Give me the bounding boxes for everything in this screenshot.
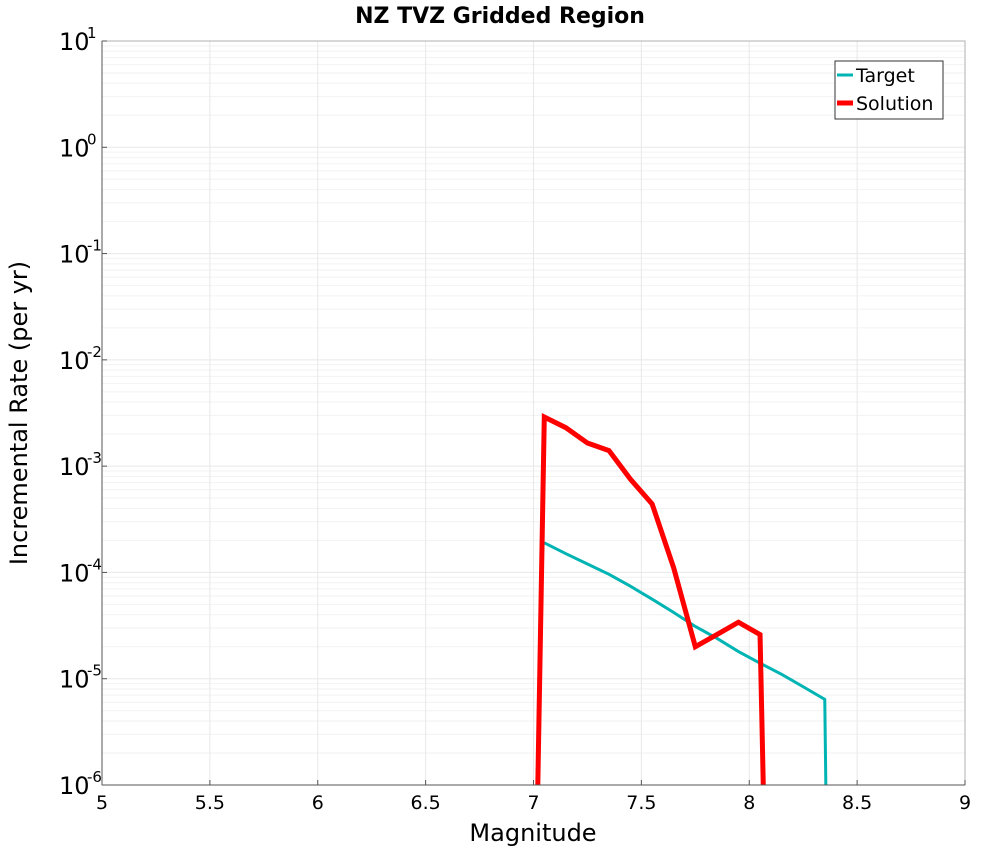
legend: Target Solution [834, 60, 944, 120]
y-tick-exponent: -2 [87, 343, 102, 361]
series-line-solution [535, 413, 766, 786]
grid [101, 40, 966, 786]
y-tick-exponent: 0 [87, 130, 97, 148]
y-tick-label: 10 [59, 559, 90, 587]
y-tick-exponent: -1 [87, 237, 102, 255]
y-tick-exponent: -4 [87, 555, 102, 573]
y-axis-label: Incremental Rate (per yr) [5, 261, 33, 565]
legend-box [834, 60, 944, 120]
x-tick-label: 8.5 [842, 792, 872, 814]
y-tick-label: 10 [59, 241, 90, 269]
legend-label-solution: Solution [856, 93, 933, 115]
x-tick-label: 8 [743, 792, 755, 814]
x-tick-label: 6 [312, 792, 324, 814]
x-tick-label: 5 [96, 792, 108, 814]
x-tick-label: 7 [527, 792, 539, 814]
x-tick-label: 7.5 [626, 792, 656, 814]
y-tick-exponent: 1 [87, 24, 97, 42]
x-tick-label: 6.5 [411, 792, 441, 814]
y-tick-label: 10 [59, 772, 90, 800]
y-tick-label: 10 [59, 134, 90, 162]
x-axis-label: Magnitude [469, 819, 596, 847]
chart-title: NZ TVZ Gridded Region [355, 4, 645, 29]
series-line-target [543, 541, 828, 786]
x-tick-label: 9 [959, 792, 971, 814]
y-tick-exponent: -3 [87, 449, 102, 467]
y-tick-label: 10 [59, 28, 90, 56]
series-layer [535, 413, 828, 786]
y-tick-label: 10 [59, 453, 90, 481]
y-tick-label: 10 [59, 666, 90, 694]
x-tick-label: 5.5 [195, 792, 225, 814]
x-ticks: 5 5.5 6 6.5 7 7.5 8 8.5 9 [96, 780, 971, 814]
legend-label-target: Target [855, 65, 915, 87]
y-tick-exponent: -6 [87, 768, 102, 786]
y-tick-exponent: -5 [87, 662, 102, 680]
y-tick-label: 10 [59, 347, 90, 375]
